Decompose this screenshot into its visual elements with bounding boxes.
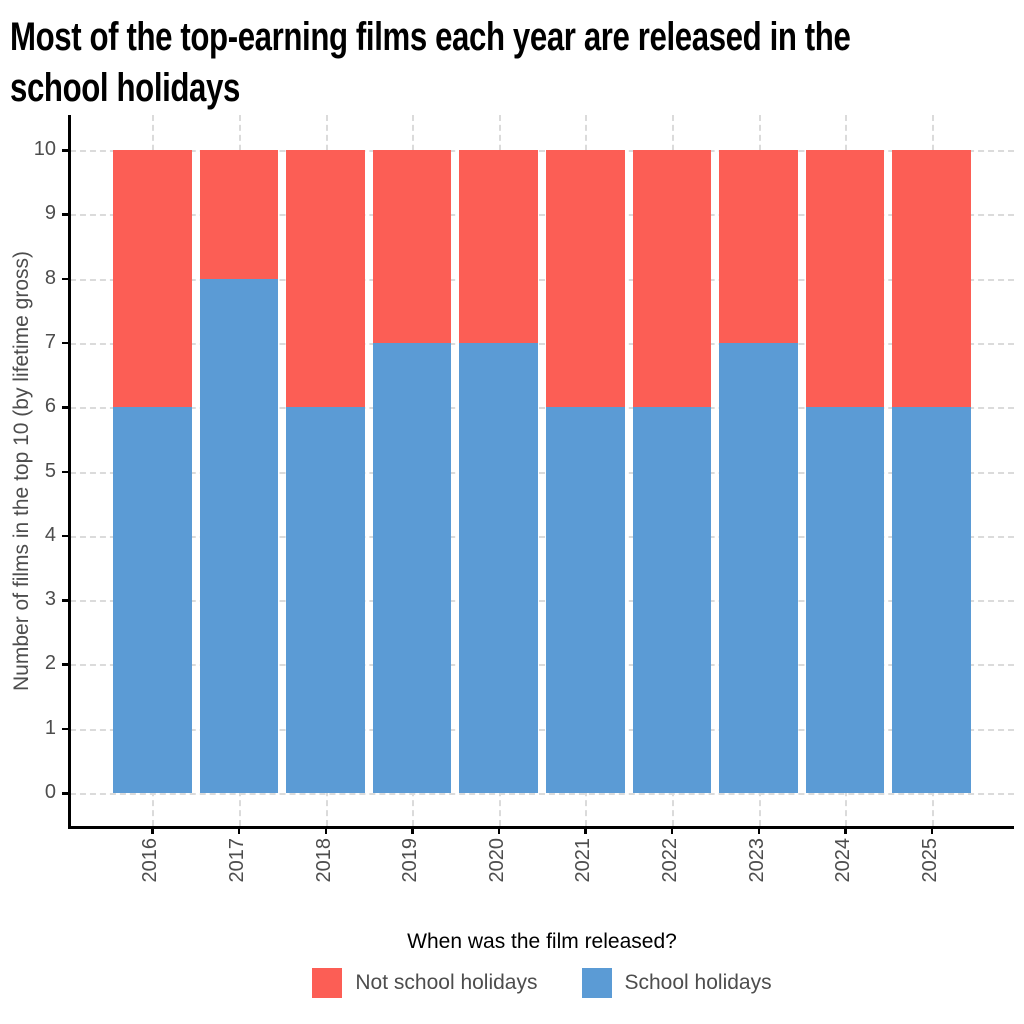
bar-2023-school-holidays [719,342,798,793]
legend-items: Not school holidays School holidays [70,968,1014,998]
y-tick-mark-8 [62,277,70,281]
y-tick-mark-2 [62,663,70,666]
y-tick-label-4: 4 [44,523,56,546]
x-tick-mark-2017 [237,826,241,834]
y-tick-mark-7 [62,341,70,345]
bar-2019-not-school-holidays [372,150,452,343]
bar-2022-not-school-holidays [632,150,712,408]
gridline-h-8 [70,278,1014,281]
legend-swatch-school-holidays [581,968,612,998]
bar-2021-school-holidays [546,407,625,793]
bar-2020-school-holidays [459,342,538,793]
bar-2018-not-school-holidays [286,150,365,408]
x-tick-label-2021: 2021 [572,838,595,883]
gridline-h-2 [70,664,1014,667]
gridline-h-1 [70,728,1014,731]
y-tick-mark-10 [62,149,70,152]
legend-label: Not school holidays [355,971,538,994]
x-tick-label-2024: 2024 [832,838,855,883]
x-tick-label-2016: 2016 [139,838,162,883]
y-tick-mark-0 [62,792,70,795]
y-tick-label-7: 7 [44,330,56,353]
y-tick-mark-4 [62,534,70,538]
bar-2025-school-holidays [892,407,971,793]
legend-item-not-school-holidays: Not school holidays [312,968,538,998]
y-tick-mark-1 [62,727,70,731]
bar-2025-not-school-holidays [892,150,971,408]
legend-item-school-holidays: School holidays [581,968,772,998]
legend-title: When was the film released? [407,930,677,953]
bar-2020-not-school-holidays [459,150,538,343]
y-tick-label-10: 10 [33,138,56,160]
x-tick-mark-2024 [844,826,847,834]
x-tick-mark-2018 [324,826,327,834]
y-tick-mark-5 [62,470,70,473]
x-axis-line [68,826,1014,829]
chart-title-line2: school holidays [10,65,240,110]
x-tick-label-2023: 2023 [745,838,768,883]
bar-2016-not-school-holidays [113,150,192,408]
y-tick-label-2: 2 [44,652,56,675]
x-tick-label-2022: 2022 [658,838,681,883]
bar-2023-not-school-holidays [719,150,798,343]
chart-title-line1: Most of the top-earning films each year … [10,15,851,59]
chart-title: Most of the top-earning films each year … [10,12,993,114]
plot-panel [68,115,1014,829]
legend-label: School holidays [624,971,772,994]
x-tick-mark-2021 [584,826,587,834]
y-tick-mark-6 [62,406,70,409]
legend-swatch-not-school-holidays [312,968,343,998]
y-tick-mark-9 [62,213,70,216]
gridline-h-0 [70,793,1014,795]
gridline-h-6 [70,407,1014,410]
y-tick-label-1: 1 [44,716,56,739]
y-tick-label-3: 3 [44,588,56,611]
gridline-h-7 [70,342,1014,345]
y-tick-label-8: 8 [44,266,56,289]
gridline-h-3 [70,600,1014,603]
x-tick-label-2019: 2019 [399,838,422,883]
bar-2017-school-holidays [199,278,279,793]
gridline-h-9 [70,214,1014,217]
gridline-h-5 [70,471,1014,474]
x-tick-mark-2022 [670,826,674,834]
bar-2016-school-holidays [113,407,192,793]
bar-2024-school-holidays [805,407,885,793]
x-tick-label-2020: 2020 [485,838,508,883]
gridline-h-4 [70,535,1014,538]
x-tick-mark-2023 [757,826,760,834]
legend: When was the film released? Not school h… [70,930,1014,998]
bar-2019-school-holidays [372,342,452,793]
x-tick-mark-2019 [411,826,414,834]
x-tick-label-2017: 2017 [225,838,248,883]
bar-2021-not-school-holidays [546,150,625,408]
bar-2022-school-holidays [632,407,712,793]
y-tick-label-6: 6 [44,395,56,418]
x-tick-mark-2025 [930,826,934,834]
x-tick-label-2025: 2025 [918,838,941,883]
y-tick-label-9: 9 [44,202,56,225]
y-tick-label-0: 0 [44,781,56,803]
x-tick-mark-2016 [151,826,154,834]
y-tick-mark-3 [62,599,70,602]
y-tick-label-5: 5 [44,459,56,482]
x-tick-mark-2020 [497,826,501,834]
bar-2017-not-school-holidays [199,150,279,279]
gridline-h-10 [70,150,1014,152]
x-tick-label-2018: 2018 [312,838,335,883]
bar-2024-not-school-holidays [805,150,885,408]
bar-2018-school-holidays [286,407,365,793]
